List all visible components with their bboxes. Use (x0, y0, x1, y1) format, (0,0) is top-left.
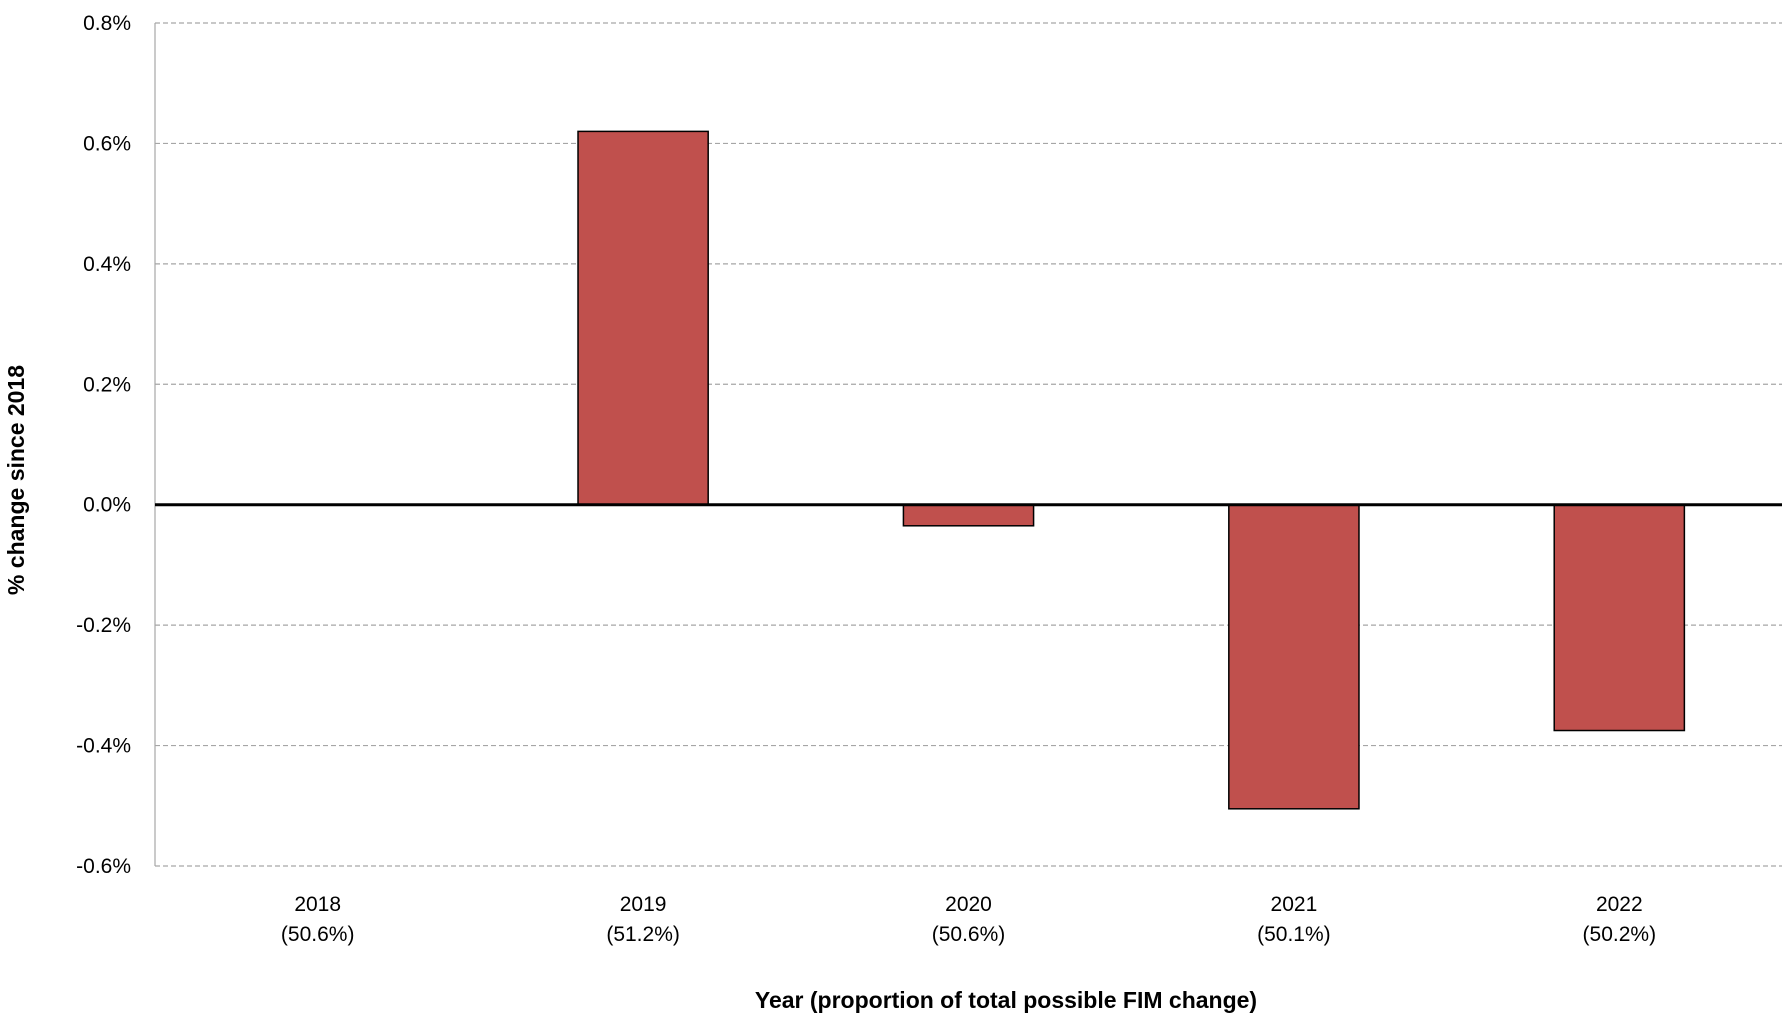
y-tick-label: 0.4% (83, 253, 131, 276)
x-tick-sublabel: (50.6%) (932, 923, 1006, 946)
bars (577, 130, 1686, 810)
x-tick-sublabel: (50.2%) (1583, 923, 1657, 946)
x-tick-sublabel: (50.1%) (1257, 923, 1331, 946)
x-tick-label: 2020 (945, 893, 992, 916)
bar-2019 (577, 130, 709, 506)
x-tick-sublabel: (50.6%) (281, 923, 355, 946)
y-axis-title: % change since 2018 (3, 365, 29, 595)
y-tick-label: 0.8% (83, 12, 131, 35)
x-tick-label: 2019 (620, 893, 667, 916)
y-tick-label: 0.0% (83, 494, 131, 517)
x-tick-label: 2018 (294, 893, 341, 916)
y-tick-label: -0.2% (76, 614, 131, 637)
x-tick-label: 2021 (1271, 893, 1318, 916)
bar-2022 (1553, 503, 1686, 732)
y-tick-label: -0.6% (76, 855, 131, 878)
y-tick-label: -0.4% (76, 735, 131, 758)
x-axis-title: Year (proportion of total possible FIM c… (755, 987, 1257, 1013)
gridlines (154, 22, 1782, 867)
y-tick-label: 0.2% (83, 373, 131, 396)
y-axis-ticks: 0.8% 0.6% 0.4% 0.2% 0.0% -0.2% -0.4% -0.6% (76, 12, 131, 878)
x-tick-sublabel: (51.2%) (606, 923, 680, 946)
x-axis-ticks: 2018 (50.6%) 2019 (51.2%) 2020 (50.6%) 2021 (50… (281, 893, 1656, 946)
bar-2020 (902, 503, 1035, 527)
y-tick-label: 0.6% (83, 132, 131, 155)
x-tick-label: 2022 (1596, 893, 1643, 916)
bar-2021 (1228, 503, 1360, 810)
